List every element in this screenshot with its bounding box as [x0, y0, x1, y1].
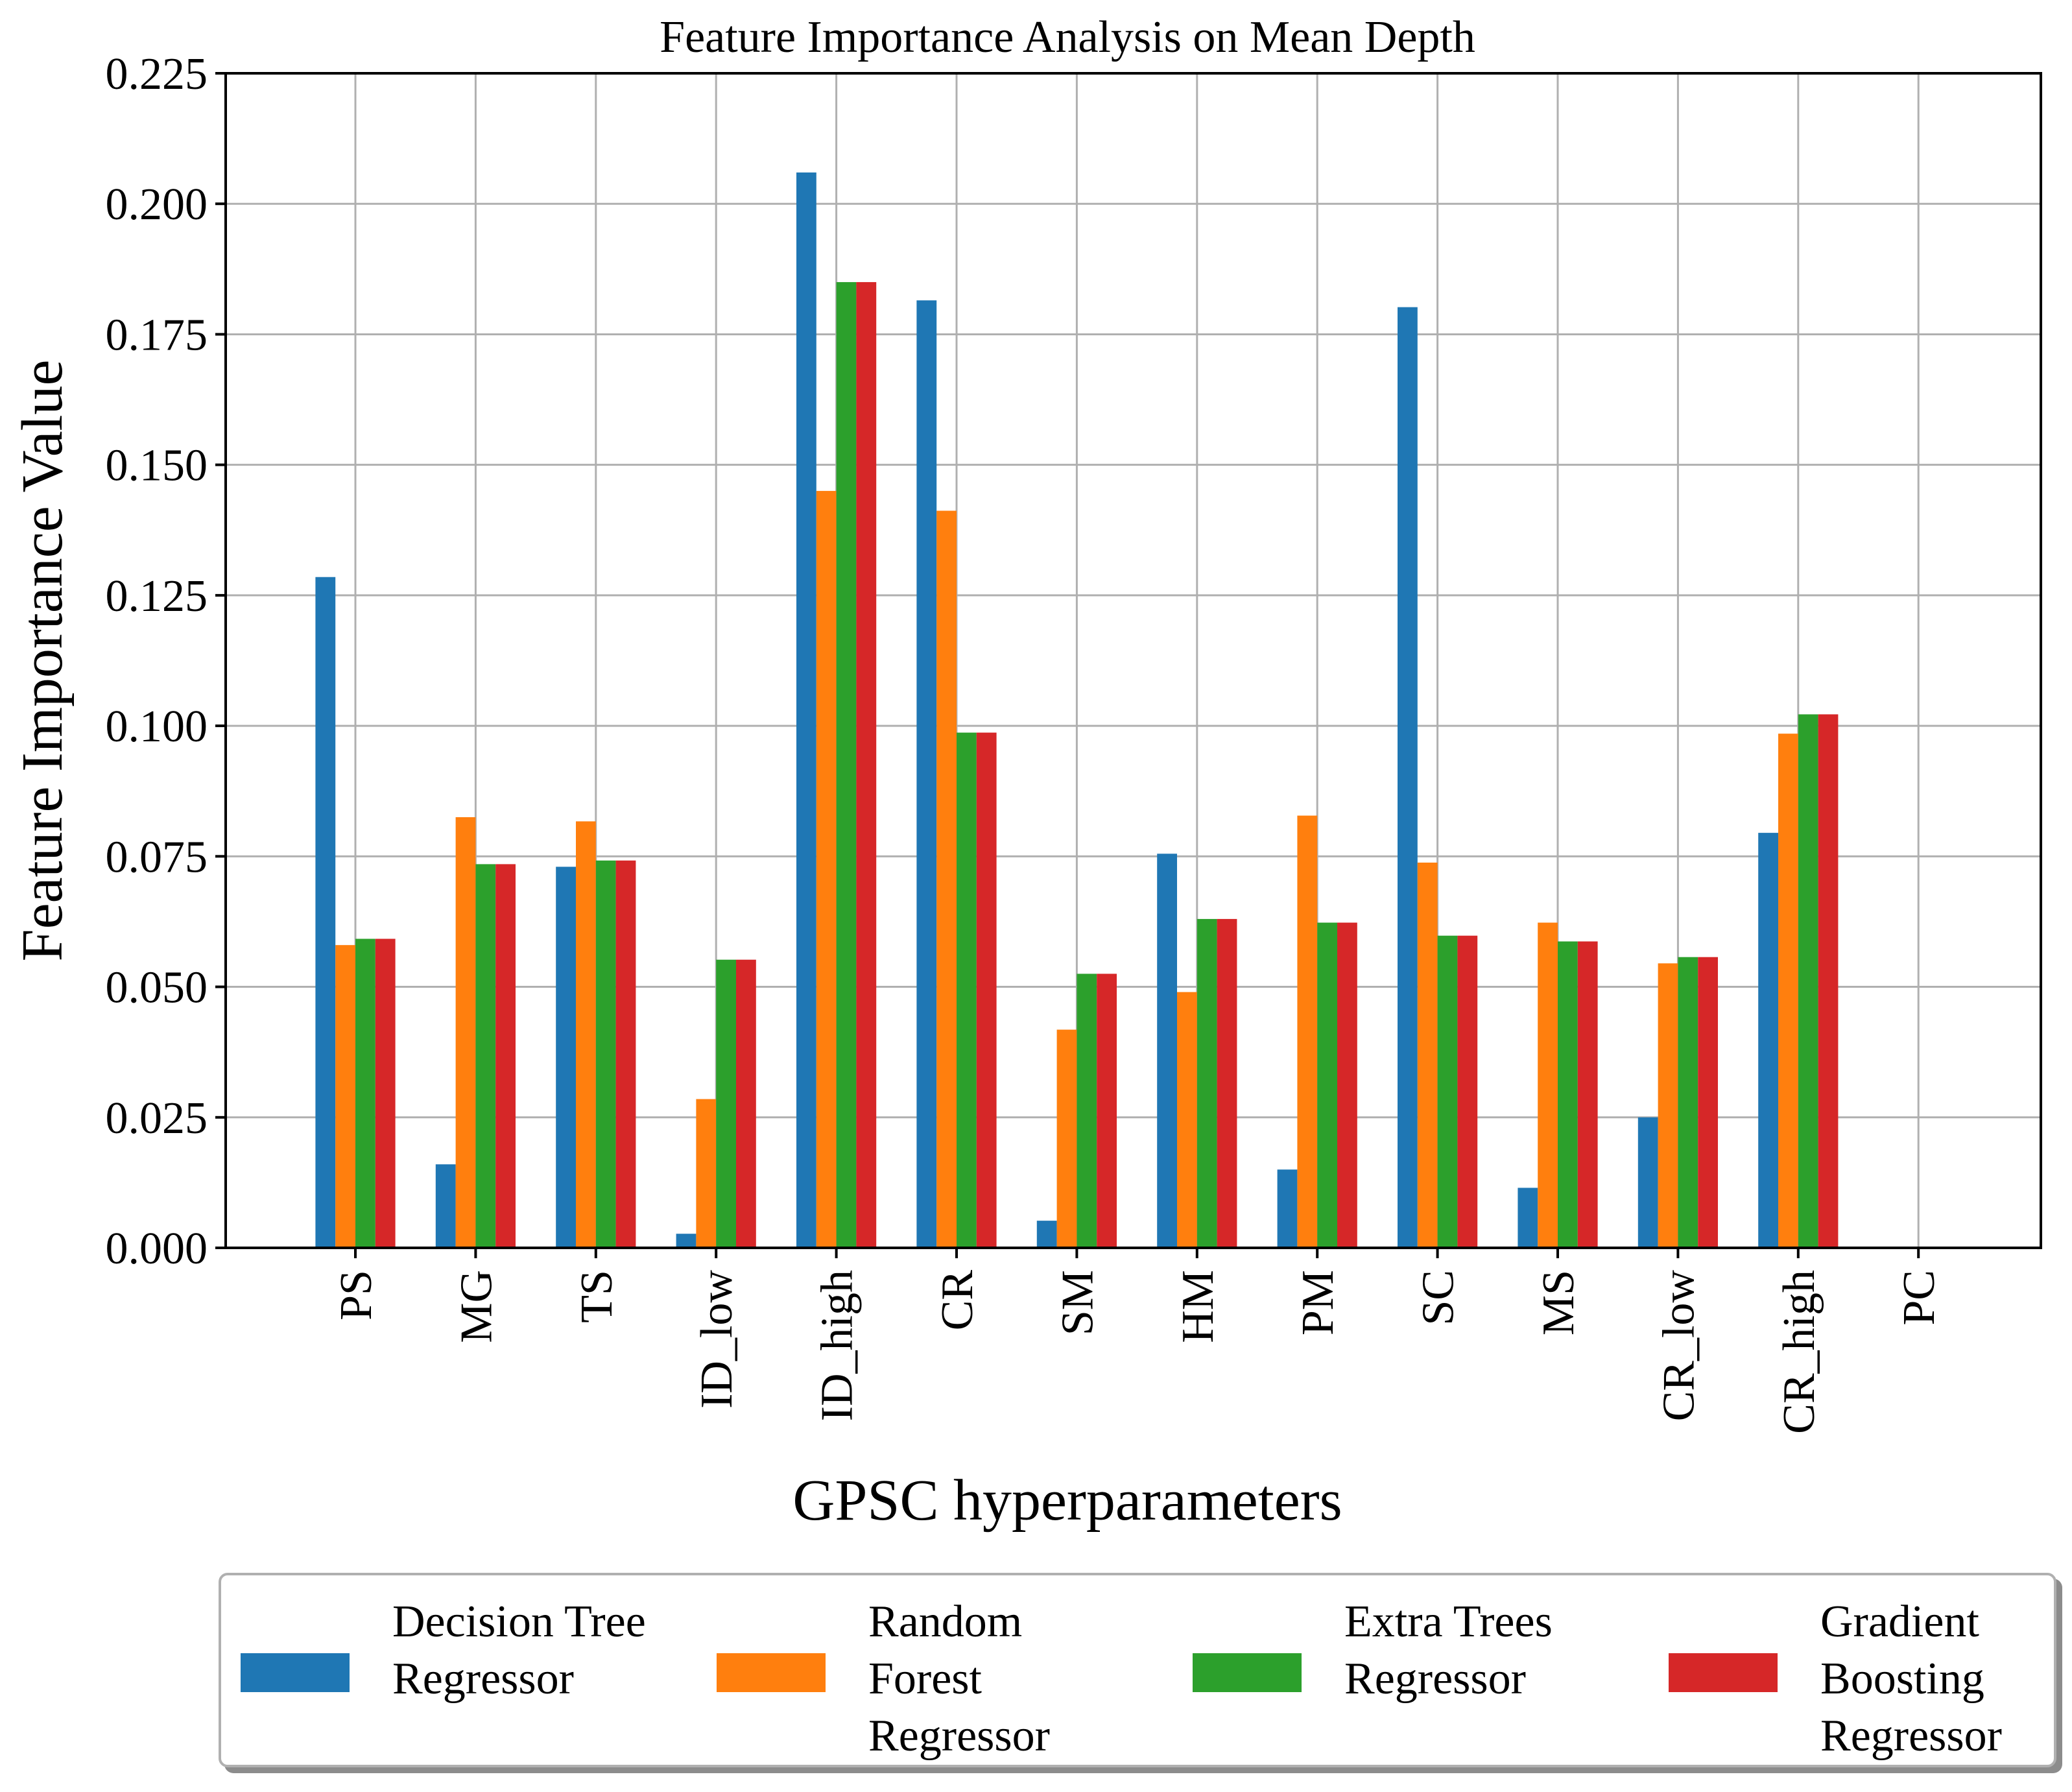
- bar: [435, 1164, 456, 1248]
- y-tick-label: 0.025: [106, 1093, 208, 1143]
- x-tick-label: PM: [1293, 1270, 1343, 1335]
- bar: [1658, 963, 1678, 1248]
- y-tick-label: 0.175: [106, 310, 208, 360]
- x-tick-label: ID_low: [692, 1270, 742, 1409]
- y-axis-label: Feature Importance Value: [10, 360, 75, 962]
- bar: [1437, 935, 1458, 1248]
- chart-title: Feature Importance Analysis on Mean Dept…: [660, 12, 1475, 62]
- bar: [576, 821, 596, 1248]
- legend-swatch-decision-tree: [241, 1653, 350, 1692]
- bar: [455, 817, 476, 1248]
- bar: [957, 732, 977, 1248]
- x-axis-label: GPSC hyperparameters: [792, 1468, 1342, 1533]
- bar: [355, 938, 375, 1248]
- bar: [475, 864, 496, 1248]
- bar: [1558, 941, 1578, 1248]
- bar: [1317, 922, 1337, 1248]
- bar: [556, 866, 576, 1248]
- bar: [1637, 1117, 1658, 1248]
- x-tick-label: PS: [331, 1270, 381, 1320]
- bar: [796, 172, 816, 1248]
- legend-swatch-gradient-boosting: [1669, 1653, 1778, 1692]
- bar: [1798, 714, 1818, 1248]
- bar: [1818, 714, 1839, 1248]
- bar: [1758, 833, 1778, 1248]
- bar: [1337, 922, 1357, 1248]
- bar: [1077, 974, 1097, 1248]
- plot-frame: [224, 72, 2042, 1249]
- bar: [1056, 1029, 1077, 1248]
- bar: [315, 577, 336, 1248]
- legend-swatch-random-forest: [717, 1653, 826, 1692]
- legend-swatch-extra-trees: [1193, 1653, 1302, 1692]
- x-tick-label: MS: [1534, 1270, 1584, 1335]
- legend-label-extra-trees: Extra Trees Regressor: [1344, 1597, 1553, 1704]
- bar: [836, 281, 857, 1248]
- x-tick-label: SM: [1053, 1270, 1102, 1335]
- bar: [1177, 992, 1197, 1248]
- y-tick-label: 0.125: [106, 571, 208, 621]
- bar: [1157, 854, 1177, 1248]
- bar: [1097, 974, 1117, 1248]
- bar: [916, 300, 937, 1248]
- x-tick-label: ID_high: [813, 1270, 863, 1421]
- x-tick-label: HM: [1173, 1270, 1223, 1343]
- y-tick-label: 0.100: [106, 702, 208, 752]
- bar: [716, 959, 736, 1248]
- legend-label-gradient-boosting: Gradient Boosting Regressor: [1820, 1597, 2002, 1761]
- bar: [1036, 1221, 1057, 1248]
- bar: [1398, 307, 1418, 1248]
- bar: [1678, 957, 1698, 1248]
- bar: [1698, 957, 1718, 1248]
- bar: [1538, 922, 1558, 1248]
- x-tick-label: CR_high: [1774, 1270, 1824, 1434]
- bar: [696, 1099, 717, 1248]
- bar: [615, 860, 636, 1248]
- bar: [1518, 1188, 1538, 1248]
- bar: [375, 938, 396, 1248]
- x-tick-label: PC: [1894, 1270, 1944, 1326]
- x-axis-ticks: PS MG TS ID_low ID_high CR SM HM PM SC MS CR_low CR_…: [331, 1248, 1944, 1434]
- y-axis-ticks: 0.000 0.025 0.050 0.075 0.100 0.125 0.150 0.175…: [106, 49, 226, 1274]
- bar: [595, 860, 616, 1248]
- bar: [936, 510, 957, 1248]
- bar: [736, 959, 756, 1248]
- bar: [495, 864, 516, 1248]
- x-tick-label: MG: [451, 1270, 501, 1343]
- legend: Decision Tree Regressor Random Forest Re…: [219, 1573, 2056, 1767]
- bar: [816, 490, 837, 1248]
- legend-label-random-forest: Random Forest Regressor: [868, 1597, 1050, 1761]
- bar: [335, 945, 355, 1248]
- x-tick-label: CR_low: [1654, 1270, 1704, 1422]
- bar: [1778, 734, 1798, 1248]
- bar: [976, 732, 997, 1248]
- legend-label-decision-tree: Decision Tree Regressor: [392, 1597, 646, 1704]
- bar: [1197, 918, 1217, 1248]
- bars: [315, 172, 1839, 1248]
- bar: [1577, 941, 1598, 1248]
- y-tick-label: 0.225: [106, 49, 208, 99]
- y-tick-label: 0.000: [106, 1224, 208, 1274]
- bar: [1277, 1169, 1298, 1248]
- x-tick-label: SC: [1414, 1270, 1464, 1326]
- bar: [1417, 862, 1438, 1248]
- bar: [676, 1234, 697, 1248]
- bar: [1297, 815, 1318, 1248]
- y-tick-label: 0.150: [106, 441, 208, 491]
- y-tick-label: 0.050: [106, 963, 208, 1013]
- bar: [856, 281, 877, 1248]
- bar: [1457, 935, 1478, 1248]
- y-tick-label: 0.200: [106, 180, 208, 230]
- bar: [1217, 918, 1237, 1248]
- x-tick-label: CR: [933, 1270, 982, 1331]
- y-tick-label: 0.075: [106, 832, 208, 882]
- x-tick-label: TS: [572, 1270, 622, 1323]
